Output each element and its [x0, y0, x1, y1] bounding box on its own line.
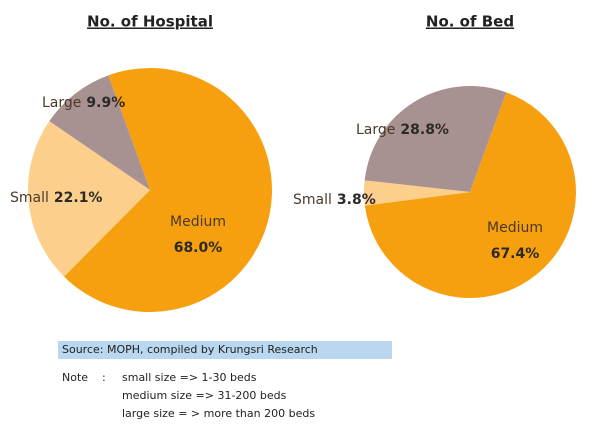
note-label: Note: [62, 371, 88, 384]
pie-slice: [364, 180, 470, 206]
chart-title: No. of Hospital: [87, 13, 213, 31]
pie-slice: [27, 121, 151, 277]
pie-slice: [364, 92, 577, 298]
slice-category: Large: [42, 95, 81, 111]
pie-slice: [364, 85, 507, 192]
slice-value: 3.8%: [337, 192, 376, 208]
note-line: large size = > more than 200 beds: [122, 407, 315, 420]
slice-value: 68.0%: [174, 240, 223, 256]
pie-slice: [49, 75, 151, 190]
slice-category: Small: [293, 192, 332, 208]
note-line: medium size => 31-200 beds: [122, 389, 287, 402]
pie-slice: [64, 68, 272, 312]
slice-value: 28.8%: [400, 122, 449, 138]
slice-value: 22.1%: [54, 190, 103, 206]
source: Source: MOPH, compiled by Krungsri Resea…: [62, 343, 318, 356]
slice-value: 9.9%: [86, 95, 125, 111]
chart-title: No. of Bed: [426, 13, 514, 31]
slice-category: Medium: [487, 220, 543, 236]
slice-value: 67.4%: [491, 246, 540, 262]
slice-category: Large: [356, 122, 395, 138]
slice-category: Small: [10, 190, 49, 206]
note-separator: :: [102, 371, 106, 384]
source-highlight: [58, 341, 392, 359]
note-line: small size => 1-30 beds: [122, 371, 257, 384]
slice-category: Medium: [170, 214, 226, 230]
